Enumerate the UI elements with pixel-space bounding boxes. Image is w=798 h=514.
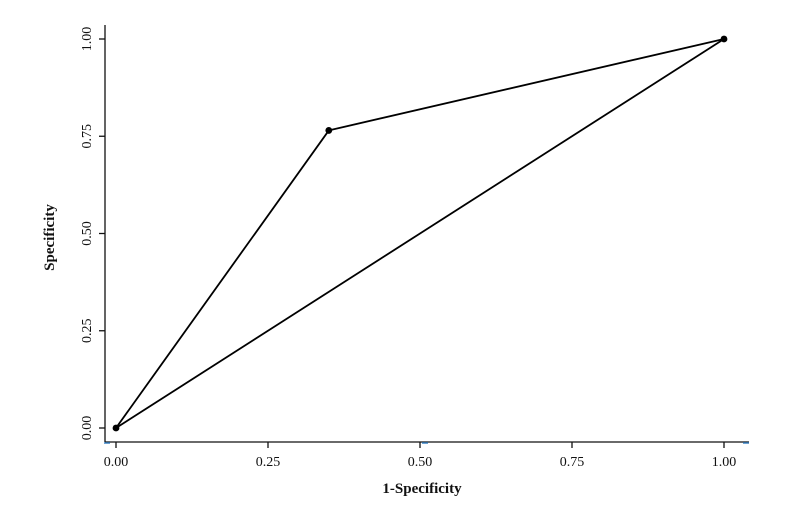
y-tick-label: 0.25	[80, 319, 95, 344]
axes	[104, 25, 749, 443]
series-layer	[112, 35, 728, 432]
x-axis-title: 1-Specificity	[382, 481, 462, 497]
x-tick-label: 0.25	[256, 455, 281, 470]
x-tick-label: 0.00	[104, 455, 129, 470]
reference-diagonal-line	[115, 38, 725, 429]
y-tick-label: 0.50	[80, 221, 95, 246]
x-ticks: 0.00 0.25 0.50 0.75 1.00	[104, 442, 749, 470]
y-ticks: 0.00 0.25 0.50 0.75 1.00	[80, 27, 105, 441]
y-tick-label: 0.00	[80, 416, 95, 441]
x-tick-label: 1.00	[712, 455, 737, 470]
y-tick-label: 0.75	[80, 124, 95, 149]
y-axis-title: Specificity	[42, 204, 58, 271]
roc-point	[325, 127, 333, 134]
x-tick-label: 0.50	[408, 455, 433, 470]
x-tick-label: 0.75	[560, 455, 585, 470]
y-tick-label: 1.00	[80, 27, 95, 52]
